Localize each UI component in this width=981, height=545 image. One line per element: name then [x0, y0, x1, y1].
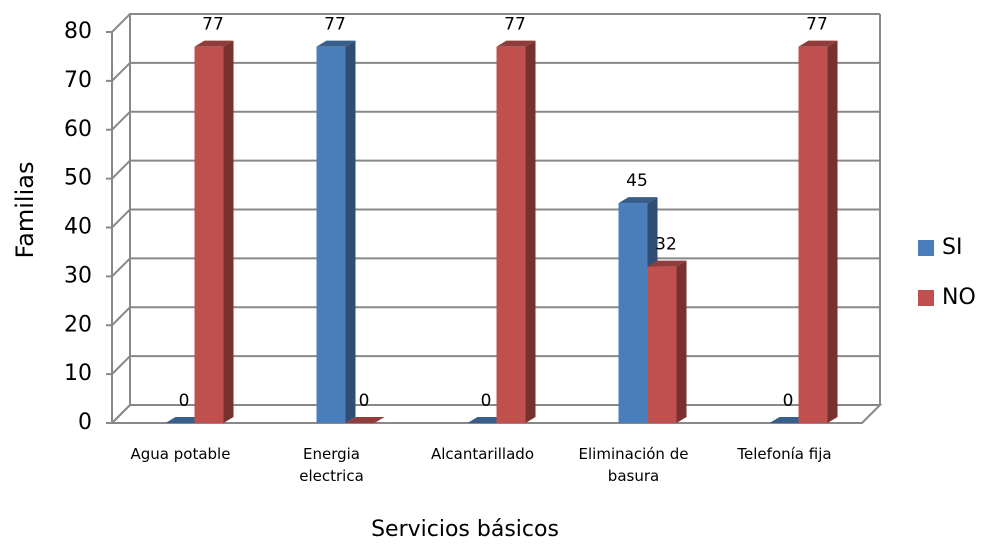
x-tick-label: Agua potable — [130, 445, 231, 463]
x-tick-label: Alcantarillado — [430, 445, 534, 463]
bar — [798, 46, 828, 423]
bar-side — [676, 260, 687, 423]
y-tick-label: 70 — [64, 68, 92, 93]
data-label: 0 — [359, 391, 370, 411]
bar — [647, 266, 677, 423]
bar-side — [345, 40, 356, 423]
bar-top — [618, 197, 658, 204]
y-tick-label: 20 — [64, 312, 92, 337]
data-label: 0 — [481, 391, 492, 411]
bar-top — [496, 40, 536, 47]
bar-side — [223, 40, 234, 423]
bar-side — [525, 40, 536, 423]
legend-label: NO — [942, 285, 976, 310]
data-label: 0 — [783, 391, 794, 411]
bar-side — [827, 40, 838, 423]
y-tick-label: 50 — [64, 166, 92, 191]
data-label: 45 — [626, 171, 648, 191]
bar-top — [345, 417, 385, 423]
legend-swatch — [918, 290, 934, 306]
bar — [316, 46, 346, 423]
grid-line — [111, 110, 880, 131]
bar-top — [194, 40, 234, 47]
x-tick-label: Eliminación de basura — [578, 445, 689, 485]
bar-top — [316, 40, 356, 47]
y-tick-label: 60 — [64, 117, 92, 142]
data-label: 77 — [504, 15, 526, 35]
bar-top — [647, 260, 687, 267]
x-axis-label: Servicios básicos — [371, 517, 559, 542]
data-label: 0 — [179, 391, 190, 411]
legend-label: SI — [942, 235, 962, 260]
y-tick-label: 30 — [64, 263, 92, 288]
bar — [618, 203, 648, 423]
y-axis-label: Familias — [11, 162, 39, 259]
y-tick-label: 10 — [64, 361, 92, 386]
grid-line — [111, 61, 880, 82]
y-tick-label: 80 — [64, 19, 92, 44]
y-tick-label: 40 — [64, 215, 92, 240]
x-tick-label: Telefonía fija — [737, 445, 832, 463]
data-label: 32 — [655, 235, 677, 255]
data-label: 77 — [324, 15, 346, 35]
x-tick-label: Energia electrica — [299, 445, 364, 485]
grid-line — [111, 159, 880, 180]
legend-swatch — [918, 240, 934, 256]
grid-line — [111, 13, 880, 33]
bar — [496, 46, 526, 423]
data-label: 77 — [202, 15, 224, 35]
y-tick-label: 0 — [78, 410, 92, 435]
data-label: 77 — [806, 15, 828, 35]
bar — [194, 46, 224, 423]
bar-top — [798, 40, 838, 47]
